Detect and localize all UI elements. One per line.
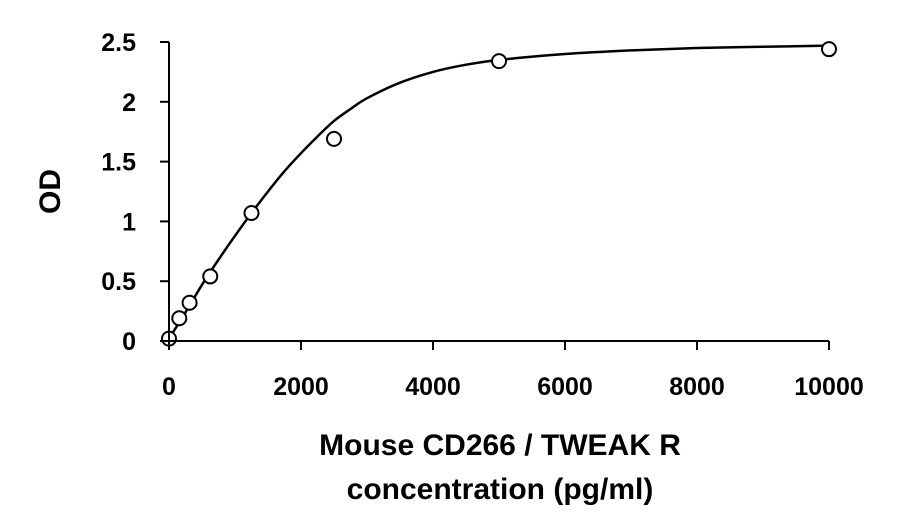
x-tick-label: 6000 <box>537 373 593 401</box>
x-tick-label: 2000 <box>273 373 329 401</box>
y-tick-label: 1.5 <box>101 149 136 177</box>
x-tick-label: 0 <box>162 373 176 401</box>
y-tick-label: 0.5 <box>101 268 136 296</box>
data-point <box>171 310 188 327</box>
x-tick-label: 10000 <box>794 373 864 401</box>
y-tick-label: 2.5 <box>101 29 136 57</box>
data-point <box>202 268 219 285</box>
y-tick-label: 1 <box>122 208 136 236</box>
data-point <box>326 130 342 147</box>
data-point <box>181 294 198 311</box>
y-axis-title: OD <box>34 169 67 214</box>
x-axis-ticks: 0 2000 4000 6000 8000 10000 <box>162 341 864 401</box>
data-point <box>243 205 260 222</box>
y-tick-label: 2 <box>122 89 136 117</box>
x-tick-label: 4000 <box>405 373 461 401</box>
x-tick-label: 8000 <box>669 373 725 401</box>
y-tick-label: 0 <box>122 328 136 356</box>
fit-curve <box>167 44 830 340</box>
data-point <box>491 53 507 70</box>
data-point <box>821 41 837 58</box>
plot-area <box>161 41 837 347</box>
x-axis-title-line-1: Mouse CD266 / TWEAK R <box>319 429 681 462</box>
y-axis-ticks: 0 0.5 1 1.5 2 2.5 <box>101 29 169 356</box>
x-axis-title-line-2: concentration (pg/ml) <box>347 473 654 506</box>
